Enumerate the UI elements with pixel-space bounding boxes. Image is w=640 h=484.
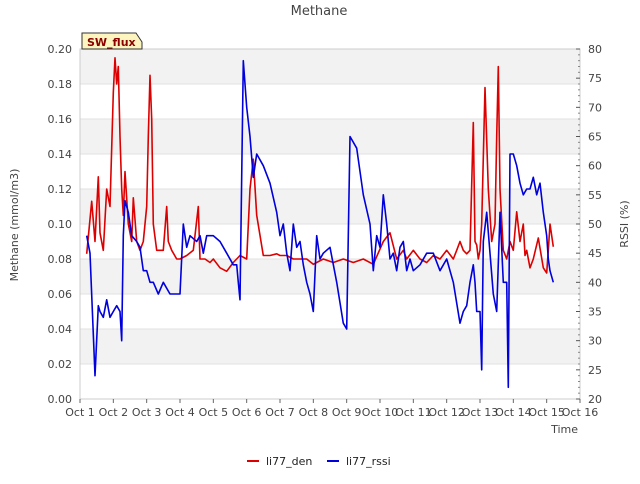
y-left-tick-label: 0.10 xyxy=(48,218,73,231)
x-tick-label: Oct 5 xyxy=(199,406,229,419)
y-right-tick-label: 25 xyxy=(588,364,602,377)
y-right-tick-label: 35 xyxy=(588,306,602,319)
background-band xyxy=(80,119,580,154)
x-tick-label: Oct 11 xyxy=(395,406,432,419)
y-right-tick-label: 60 xyxy=(588,160,602,173)
x-tick-label: Oct 2 xyxy=(99,406,129,419)
y-left-tick-label: 0.04 xyxy=(48,323,73,336)
y-left-tick-label: 0.08 xyxy=(48,253,73,266)
y-right-tick-label: 70 xyxy=(588,101,602,114)
legend-label-li77-rssi: li77_rssi xyxy=(346,455,391,468)
y-left-tick-label: 0.12 xyxy=(48,183,73,196)
series-line-li77-den xyxy=(85,56,555,274)
x-tick-label: Oct 10 xyxy=(362,406,399,419)
x-tick-label: Oct 13 xyxy=(462,406,499,419)
y-left-axis-label: Methane (mmol/m3) xyxy=(8,169,21,282)
y-left-tick-label: 0.14 xyxy=(48,148,73,161)
chart-title: Methane xyxy=(291,4,348,19)
background-band xyxy=(80,329,580,364)
legend: li77_den li77_rssi xyxy=(247,455,391,468)
y-right-axis-label: RSSI (%) xyxy=(618,200,631,247)
x-tick-label: Oct 8 xyxy=(299,406,329,419)
x-tick-label: Oct 6 xyxy=(232,406,262,419)
y-right-tick-label: 30 xyxy=(588,335,602,348)
y-right-tick-label: 20 xyxy=(588,393,602,406)
x-axis-ticks: Oct 1 Oct 2 Oct 3 Oct 4 Oct 5 Oct 6 Oct 7 Oct 8… xyxy=(65,399,598,419)
sw-flux-badge: SW_flux xyxy=(81,32,143,50)
y-right-tick-label: 50 xyxy=(588,218,602,231)
x-tick-label: Oct 14 xyxy=(495,406,532,419)
x-tick-label: Oct 16 xyxy=(562,406,599,419)
y-right-tick-label: 75 xyxy=(588,72,602,85)
y-right-tick-label: 40 xyxy=(588,276,602,289)
x-tick-label: Oct 9 xyxy=(332,406,362,419)
y-left-axis-ticks: 0.00 0.02 0.04 0.06 0.08 0.10 0.12 0.14 0.16 0.18… xyxy=(48,43,73,406)
y-left-tick-label: 0.00 xyxy=(48,393,73,406)
x-tick-label: Oct 15 xyxy=(528,406,565,419)
series-line-li77-rssi xyxy=(85,59,555,389)
y-left-tick-label: 0.02 xyxy=(48,358,73,371)
background-band xyxy=(80,189,580,224)
badge-label: SW_flux xyxy=(87,36,136,49)
legend-label-li77-den: li77_den xyxy=(266,455,312,468)
background-band xyxy=(80,49,580,84)
background-band xyxy=(80,259,580,294)
y-left-tick-label: 0.16 xyxy=(48,113,73,126)
x-axis-label: Time xyxy=(550,423,578,436)
x-tick-label: Oct 3 xyxy=(132,406,162,419)
x-tick-label: Oct 12 xyxy=(428,406,465,419)
x-tick-label: Oct 7 xyxy=(265,406,295,419)
y-right-axis-ticks: 20 25 30 35 40 45 50 55 60 65 70 75 80 xyxy=(576,43,602,406)
y-right-tick-label: 45 xyxy=(588,247,602,260)
y-right-tick-label: 65 xyxy=(588,131,602,144)
series-layer xyxy=(85,56,555,389)
background-bands xyxy=(80,49,580,364)
y-left-tick-label: 0.06 xyxy=(48,288,73,301)
y-left-tick-label: 0.18 xyxy=(48,78,73,91)
y-right-tick-label: 80 xyxy=(588,43,602,56)
x-tick-label: Oct 4 xyxy=(165,406,195,419)
x-tick-label: Oct 1 xyxy=(65,406,95,419)
y-right-tick-label: 55 xyxy=(588,189,602,202)
y-left-tick-label: 0.20 xyxy=(48,43,73,56)
